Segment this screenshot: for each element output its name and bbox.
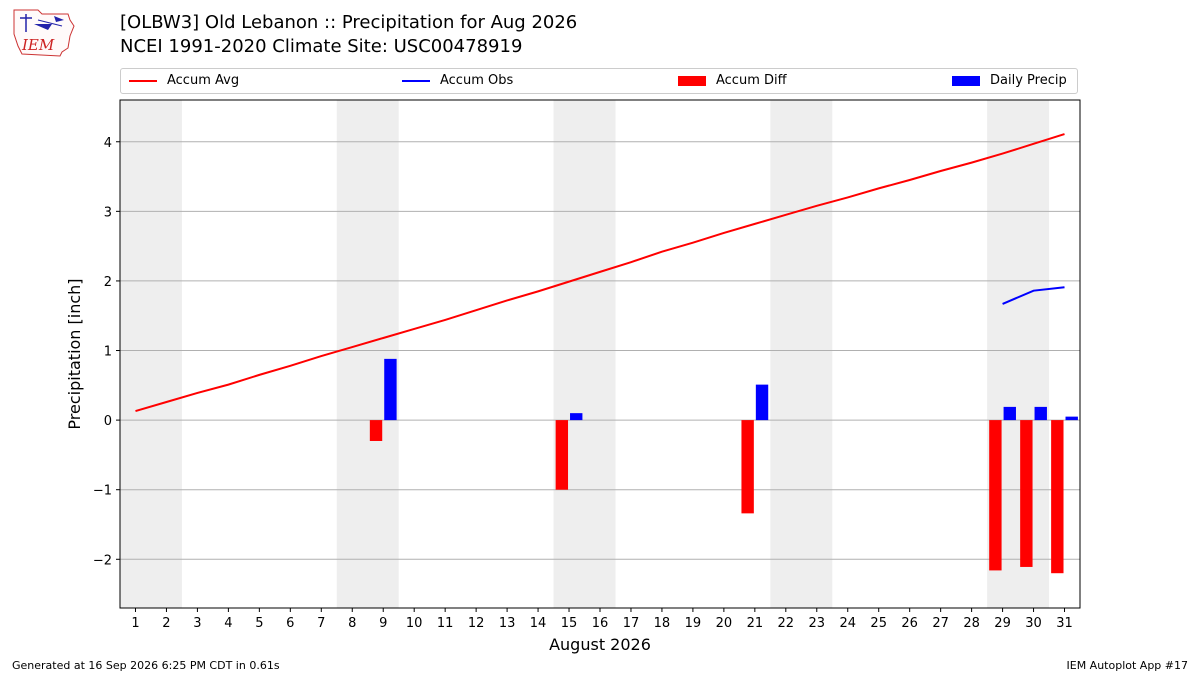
bar-accum-diff-31 (1051, 420, 1064, 574)
x-tick-label: 10 (406, 616, 423, 631)
y-tick-label: −2 (93, 553, 112, 568)
x-tick-label: 21 (747, 616, 764, 631)
x-tick-label: 27 (932, 616, 949, 631)
legend-swatch-accum-obs (402, 79, 430, 82)
legend-label-accum-obs: Accum Obs (440, 73, 514, 88)
chart-title: [OLBW3] Old Lebanon :: Precipitation for… (120, 12, 578, 33)
x-tick-label: 29 (994, 616, 1011, 631)
legend-item-accum-diff: Accum Diff (678, 73, 787, 88)
x-tick-label: 12 (468, 616, 485, 631)
plot-frame (119, 99, 1081, 609)
x-tick-label: 31 (1056, 616, 1073, 631)
x-axis-label: August 2026 (549, 635, 651, 654)
legend-label-daily-precip: Daily Precip (990, 73, 1067, 88)
weekend-band-29 (987, 100, 1050, 608)
footer-generated: Generated at 16 Sep 2026 6:25 PM CDT in … (12, 659, 280, 672)
logo-text: IEM (21, 36, 55, 54)
legend-swatch-daily-precip (952, 75, 980, 86)
x-tick-label: 8 (348, 616, 356, 631)
x-tick-label: 18 (654, 616, 671, 631)
bar-accum-diff-15 (555, 420, 569, 490)
x-tick-label: 15 (561, 616, 578, 631)
x-tick-label: 9 (379, 616, 387, 631)
bar-accum-diff-9 (369, 420, 383, 441)
x-tick-label: 16 (592, 616, 609, 631)
x-tick-label: 3 (193, 616, 201, 631)
x-tick-label: 1 (131, 616, 139, 631)
x-tick-label: 20 (716, 616, 733, 631)
x-tick-label: 14 (530, 616, 547, 631)
x-tick-label: 24 (839, 616, 856, 631)
x-tick-label: 7 (317, 616, 325, 631)
y-tick-label: 2 (104, 275, 112, 290)
line-accum-obs (1002, 286, 1065, 305)
y-tick-label: 1 (104, 345, 112, 360)
x-tick-label: 2 (162, 616, 170, 631)
bar-daily-precip-31 (1065, 416, 1078, 421)
x-tick-label: 25 (870, 616, 887, 631)
x-tick-label: 22 (778, 616, 795, 631)
y-tick-label: 0 (104, 414, 112, 429)
y-tick-label: −1 (93, 484, 112, 499)
x-tick-label: 13 (499, 616, 516, 631)
weekend-band-22 (770, 100, 833, 608)
legend: Accum Avg Accum Obs Accum Diff Daily Pre… (120, 68, 1078, 94)
x-tick-label: 5 (255, 616, 263, 631)
legend-swatch-accum-avg (129, 79, 157, 82)
y-gridlines (120, 141, 1080, 560)
bar-daily-precip-29 (1003, 406, 1016, 421)
x-tick-label: 30 (1025, 616, 1042, 631)
legend-swatch-accum-diff (678, 75, 706, 86)
weekend-shading (120, 100, 1050, 608)
line-accum-avg (135, 133, 1065, 413)
x-tick-label: 26 (901, 616, 918, 631)
series-lines (135, 133, 1065, 413)
y-tick-label: 4 (104, 136, 112, 151)
legend-item-daily-precip: Daily Precip (952, 73, 1067, 88)
bar-daily-precip-15 (570, 413, 583, 421)
bar-accum-diff-21 (741, 420, 754, 514)
bars (369, 358, 1078, 574)
legend-item-accum-avg: Accum Avg (129, 73, 239, 88)
x-tick-label: 19 (685, 616, 702, 631)
bar-daily-precip-30 (1034, 406, 1047, 421)
legend-item-accum-obs: Accum Obs (402, 73, 513, 88)
chart-subtitle: NCEI 1991-2020 Climate Site: USC00478919 (120, 36, 523, 57)
x-tick-label: 23 (809, 616, 826, 631)
weekend-band-15 (553, 100, 616, 608)
weekend-band-1 (120, 100, 182, 608)
iem-logo: IEM (13, 9, 75, 57)
legend-label-accum-diff: Accum Diff (716, 73, 787, 88)
legend-label-accum-avg: Accum Avg (167, 73, 240, 88)
weekend-band-8 (336, 100, 399, 608)
x-tick-label: 11 (437, 616, 454, 631)
x-tick-label: 6 (286, 616, 294, 631)
bar-daily-precip-9 (384, 358, 397, 421)
bar-daily-precip-21 (755, 384, 769, 421)
x-tick-label: 17 (623, 616, 640, 631)
y-axis-label: Precipitation [inch] (65, 278, 84, 429)
x-tick-label: 28 (963, 616, 980, 631)
y-tick-label: 3 (104, 205, 112, 220)
x-tick-label: 4 (224, 616, 232, 631)
footer-app: IEM Autoplot App #17 (1066, 659, 1189, 672)
bar-accum-diff-30 (1020, 420, 1033, 567)
y-axis-ticks: −2 −1 0 1 2 3 4 (93, 136, 120, 568)
x-axis-ticks: 1 2 3 4 5 6 7 8 9 10 11 12 13 14 15 16 17 18 19 20 21 22 23 24 2… (131, 608, 1073, 631)
bar-accum-diff-29 (989, 420, 1002, 571)
